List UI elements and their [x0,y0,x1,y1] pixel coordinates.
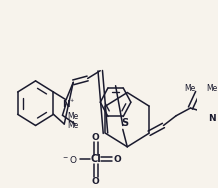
Text: Me: Me [67,112,78,121]
Text: N: N [62,100,70,109]
Text: O: O [114,155,121,164]
Text: O: O [92,177,100,186]
Text: Me: Me [207,84,218,93]
Text: Cl: Cl [90,154,101,164]
Text: $^+$: $^+$ [68,99,75,105]
Text: Me: Me [185,84,196,93]
Text: $^-$O: $^-$O [61,154,77,165]
Text: N: N [208,114,216,123]
Text: Me: Me [67,121,78,130]
Text: S: S [121,118,128,128]
Text: O: O [92,133,100,142]
